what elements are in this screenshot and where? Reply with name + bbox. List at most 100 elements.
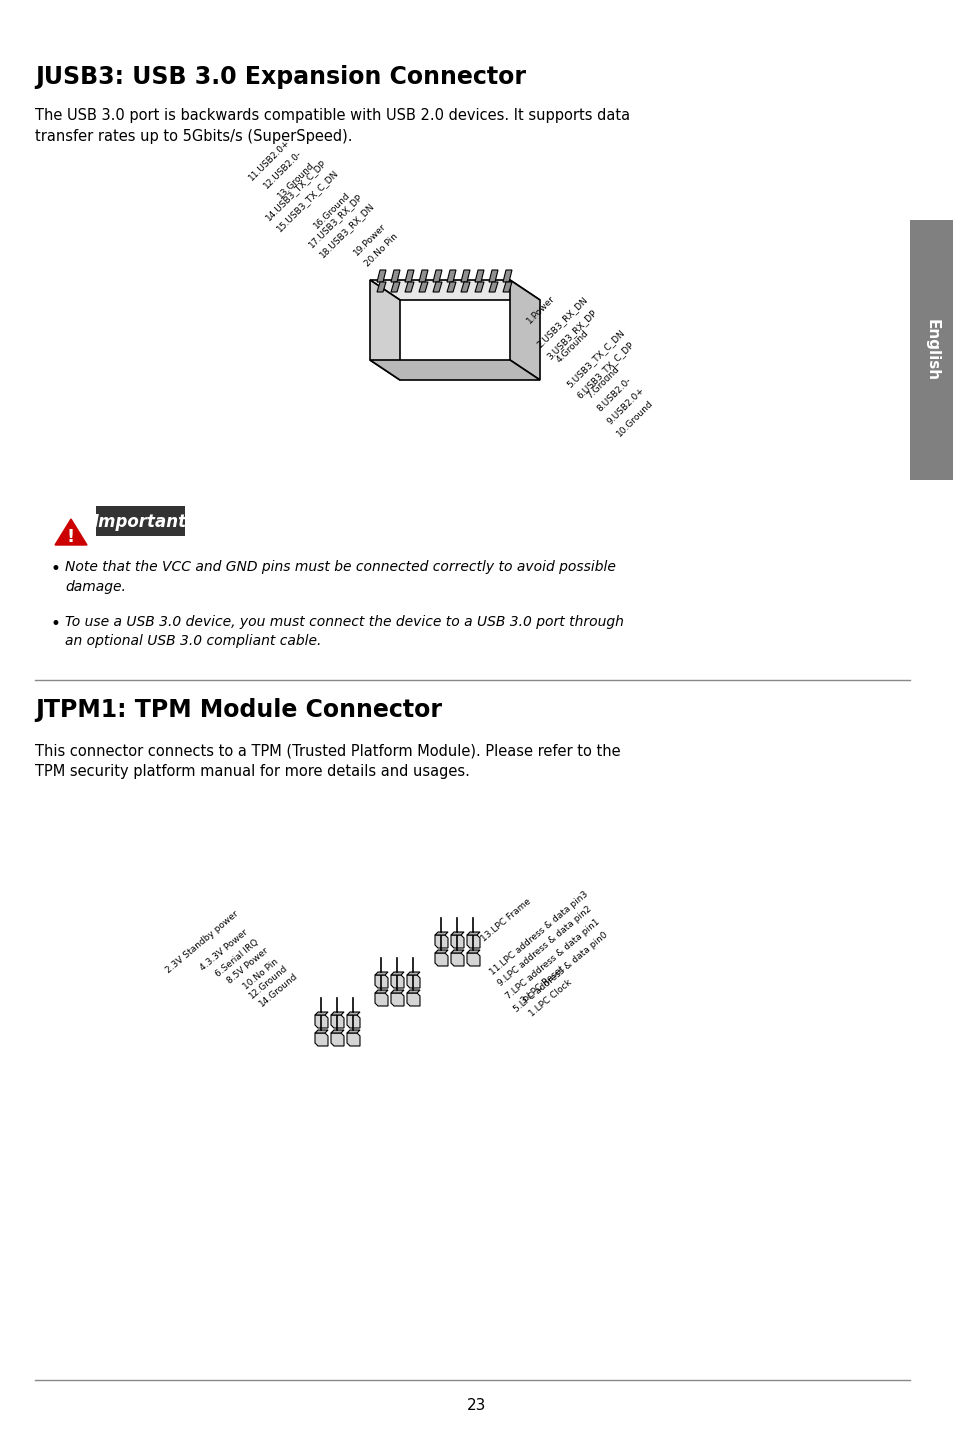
Polygon shape <box>314 1033 328 1046</box>
Polygon shape <box>375 972 388 975</box>
Polygon shape <box>55 519 87 545</box>
Text: 5.USB3_TX_C_DN: 5.USB3_TX_C_DN <box>564 328 625 389</box>
Text: Note that the VCC and GND pins must be connected correctly to avoid possible
dam: Note that the VCC and GND pins must be c… <box>65 560 616 594</box>
Text: 9.USB2.0+: 9.USB2.0+ <box>604 385 645 426</box>
Text: 19.Power: 19.Power <box>352 222 388 258</box>
Polygon shape <box>467 932 479 934</box>
Polygon shape <box>391 282 399 292</box>
Polygon shape <box>314 1012 328 1015</box>
Polygon shape <box>375 975 388 987</box>
Polygon shape <box>451 932 463 934</box>
Polygon shape <box>375 990 388 993</box>
Polygon shape <box>331 1033 344 1046</box>
Polygon shape <box>418 270 428 282</box>
Text: 9.LPC address & data pin2: 9.LPC address & data pin2 <box>496 904 593 987</box>
Text: 3.USB3_RX_DP: 3.USB3_RX_DP <box>544 308 598 361</box>
Text: 5.LPC address & data pin0: 5.LPC address & data pin0 <box>512 930 609 1013</box>
FancyBboxPatch shape <box>909 220 953 479</box>
Polygon shape <box>391 993 403 1006</box>
Text: 16.Ground: 16.Ground <box>312 190 352 230</box>
Polygon shape <box>314 1015 328 1027</box>
Polygon shape <box>447 282 456 292</box>
Polygon shape <box>489 270 497 282</box>
Polygon shape <box>331 1030 344 1033</box>
Text: 1.Power: 1.Power <box>524 295 557 326</box>
Polygon shape <box>370 280 399 381</box>
Text: This connector connects to a TPM (Trusted Platform Module). Please refer to the
: This connector connects to a TPM (Truste… <box>35 743 620 778</box>
Text: 8.USB2.0-: 8.USB2.0- <box>595 375 632 414</box>
Text: 4.3.3V Power: 4.3.3V Power <box>199 927 250 973</box>
Text: 10.No Pin: 10.No Pin <box>241 957 280 992</box>
Polygon shape <box>407 972 419 975</box>
Text: 7.LPC address & data pin1: 7.LPC address & data pin1 <box>503 917 600 1000</box>
Text: 6.USB3_TX_C_DP: 6.USB3_TX_C_DP <box>575 339 635 401</box>
Polygon shape <box>418 282 428 292</box>
FancyBboxPatch shape <box>96 507 185 537</box>
Text: 11.USB2.0+: 11.USB2.0+ <box>247 137 292 182</box>
Text: 11.LPC address & data pin3: 11.LPC address & data pin3 <box>488 889 589 977</box>
Text: 23: 23 <box>467 1398 486 1412</box>
Text: 13.LPC Frame: 13.LPC Frame <box>479 897 533 943</box>
Polygon shape <box>475 282 483 292</box>
Polygon shape <box>376 282 386 292</box>
Text: 7.Ground: 7.Ground <box>584 363 620 401</box>
Text: 20.No Pin: 20.No Pin <box>363 232 399 269</box>
Text: 13.Ground: 13.Ground <box>275 160 315 200</box>
Polygon shape <box>391 990 403 993</box>
Text: 1.LPC Clock: 1.LPC Clock <box>527 977 574 1019</box>
Polygon shape <box>370 361 539 381</box>
Polygon shape <box>391 975 403 987</box>
Polygon shape <box>407 993 419 1006</box>
Text: 15.USB3_TX_C_DN: 15.USB3_TX_C_DN <box>274 167 339 233</box>
Text: 18.USB3_RX_DN: 18.USB3_RX_DN <box>317 200 375 259</box>
Polygon shape <box>475 270 483 282</box>
Polygon shape <box>467 934 479 947</box>
Polygon shape <box>467 950 479 953</box>
Text: Important: Important <box>92 512 187 531</box>
Text: 3.LPC Reset: 3.LPC Reset <box>519 964 566 1006</box>
Polygon shape <box>510 280 539 381</box>
Text: 10.Ground: 10.Ground <box>615 398 655 438</box>
Text: JUSB3: USB 3.0 Expansion Connector: JUSB3: USB 3.0 Expansion Connector <box>35 64 525 89</box>
Text: 2.USB3_RX_DN: 2.USB3_RX_DN <box>535 295 589 349</box>
Polygon shape <box>405 270 414 282</box>
Text: 4.Ground: 4.Ground <box>555 328 590 363</box>
Polygon shape <box>375 993 388 1006</box>
Polygon shape <box>435 934 448 947</box>
Polygon shape <box>502 270 512 282</box>
Text: To use a USB 3.0 device, you must connect the device to a USB 3.0 port through
a: To use a USB 3.0 device, you must connec… <box>65 615 623 648</box>
Polygon shape <box>405 282 414 292</box>
Polygon shape <box>391 270 399 282</box>
Text: 12.Ground: 12.Ground <box>248 963 290 1000</box>
Polygon shape <box>460 282 470 292</box>
Polygon shape <box>331 1015 344 1027</box>
Polygon shape <box>489 282 497 292</box>
Text: 17.USB3_RX_DP: 17.USB3_RX_DP <box>306 192 364 249</box>
Polygon shape <box>407 990 419 993</box>
Polygon shape <box>447 270 456 282</box>
Text: 2.3V Standby power: 2.3V Standby power <box>164 909 240 975</box>
Polygon shape <box>347 1015 359 1027</box>
Text: 8.5V Power: 8.5V Power <box>225 946 270 986</box>
Polygon shape <box>347 1030 359 1033</box>
Polygon shape <box>451 950 463 953</box>
Polygon shape <box>370 280 539 301</box>
Text: •: • <box>50 615 60 633</box>
Polygon shape <box>435 953 448 966</box>
Polygon shape <box>451 953 463 966</box>
Polygon shape <box>435 950 448 953</box>
Polygon shape <box>347 1012 359 1015</box>
Polygon shape <box>435 932 448 934</box>
Polygon shape <box>331 1012 344 1015</box>
Polygon shape <box>407 975 419 987</box>
Polygon shape <box>314 1030 328 1033</box>
Polygon shape <box>347 1033 359 1046</box>
Polygon shape <box>502 282 512 292</box>
Polygon shape <box>451 934 463 947</box>
Text: The USB 3.0 port is backwards compatible with USB 2.0 devices. It supports data
: The USB 3.0 port is backwards compatible… <box>35 107 630 145</box>
Polygon shape <box>433 282 441 292</box>
Text: JTPM1: TPM Module Connector: JTPM1: TPM Module Connector <box>35 698 441 723</box>
Text: 14.USB3_TX_C_DP: 14.USB3_TX_C_DP <box>263 157 328 222</box>
Text: 6.Serial IRQ: 6.Serial IRQ <box>213 937 260 979</box>
Polygon shape <box>376 270 386 282</box>
